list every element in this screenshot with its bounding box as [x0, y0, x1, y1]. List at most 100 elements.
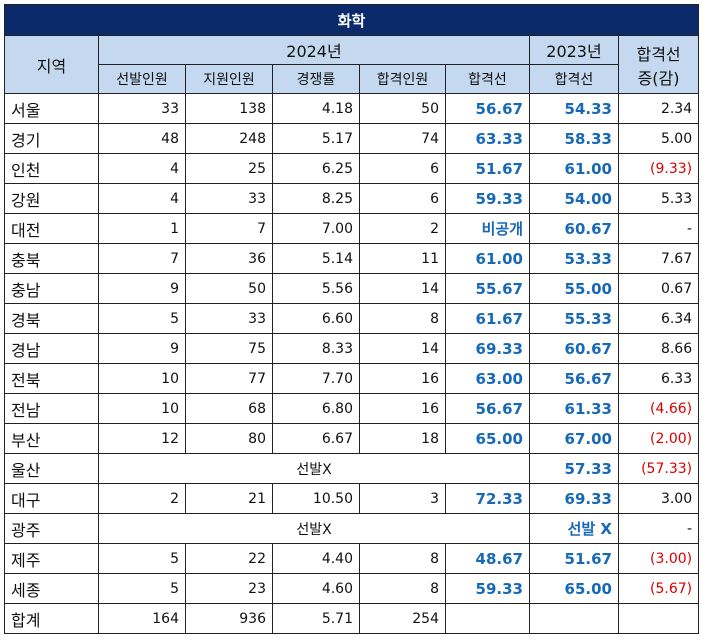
competition-rate-cell: 6.80 [272, 393, 360, 424]
cutoff-change-cell: (2.00) [617, 423, 700, 454]
region-cell: 경북 [4, 303, 99, 334]
total-row: 합계 164 936 5.71 254 [4, 603, 700, 634]
selected-count-cell: 10 [98, 363, 186, 394]
cutoff-2024-cell: 61.00 [445, 243, 530, 274]
table-row: 서울 33 138 4.18 50 56.67 54.33 2.34 [4, 93, 700, 124]
cutoff-change-cell: 8.66 [617, 333, 700, 364]
cutoff-change-cell: 6.34 [617, 303, 700, 334]
passed-count-cell: 3 [359, 483, 446, 514]
cutoff-2023-cell: 69.33 [529, 483, 619, 514]
region-cell: 대구 [4, 483, 99, 514]
cutoff-2024-cell: 69.33 [445, 333, 530, 364]
passed-count-cell: 8 [359, 303, 446, 334]
cutoff-2024-cell: 59.33 [445, 573, 530, 604]
applicant-count-cell: 23 [185, 573, 273, 604]
cutoff-change-cell: (5.67) [617, 573, 700, 604]
selected-count-cell: 33 [98, 93, 186, 124]
table-row: 광주 선발X 선발 X- [4, 513, 700, 544]
passed-count-cell: 16 [359, 393, 446, 424]
region-cell: 울산 [4, 453, 99, 484]
competition-rate-cell: 4.60 [272, 573, 360, 604]
competition-rate-cell: 4.18 [272, 93, 360, 124]
header-cutoff-2023: 합격선 [529, 64, 619, 94]
cutoff-change-cell: (4.66) [617, 393, 700, 424]
cutoff-change-cell: 2.34 [617, 93, 700, 124]
cutoff-change-cell: 0.67 [617, 273, 700, 304]
cutoff-change-cell: 5.00 [617, 123, 700, 154]
selected-count-cell: 5 [98, 303, 186, 334]
applicant-count-cell: 21 [185, 483, 273, 514]
passed-count-cell: 18 [359, 423, 446, 454]
cutoff-2023-cell: 61.33 [529, 393, 619, 424]
cutoff-change-cell: 7.67 [617, 243, 700, 274]
table-row: 대구 2 21 10.50 3 72.33 69.33 3.00 [4, 483, 700, 514]
selected-count-cell: 5 [98, 543, 186, 574]
cutoff-change-cell: (3.00) [617, 543, 700, 574]
cutoff-2024-cell: 65.00 [445, 423, 530, 454]
cutoff-change-cell: 3.00 [617, 483, 700, 514]
region-cell: 인천 [4, 153, 99, 184]
competition-rate-cell: 5.17 [272, 123, 360, 154]
table-row: 경남 9 75 8.33 14 69.33 60.67 8.66 [4, 333, 700, 364]
cutoff-2023-cell: 54.33 [529, 93, 619, 124]
cutoff-2023-cell: 55.33 [529, 303, 619, 334]
cutoff-2023-cell: 선발 X [529, 513, 619, 544]
cutoff-2024-cell: 비공개 [445, 213, 530, 244]
header-year-2024: 2024년 [98, 35, 530, 65]
passed-count-cell: 254 [359, 603, 446, 634]
competition-rate-cell: 5.71 [272, 603, 360, 634]
selected-count-cell: 12 [98, 423, 186, 454]
table-row: 전북 10 77 7.70 16 63.00 56.67 6.33 [4, 363, 700, 394]
cutoff-2023-cell: 58.33 [529, 123, 619, 154]
competition-rate-cell: 8.33 [272, 333, 360, 364]
cutoff-2024-cell: 56.67 [445, 93, 530, 124]
table-row: 충북 7 36 5.14 11 61.00 53.33 7.67 [4, 243, 700, 274]
cutoff-change-cell: 5.33 [617, 183, 700, 214]
selected-count-cell: 9 [98, 333, 186, 364]
cutoff-2024-cell: 48.67 [445, 543, 530, 574]
passed-count-cell: 74 [359, 123, 446, 154]
selected-count-cell: 9 [98, 273, 186, 304]
passed-count-cell: 14 [359, 333, 446, 364]
applicant-count-cell: 22 [185, 543, 273, 574]
passed-count-cell: 14 [359, 273, 446, 304]
competition-rate-cell: 6.25 [272, 153, 360, 184]
cutoff-change-cell: (57.33) [617, 453, 700, 484]
cutoff-2023-cell: 55.00 [529, 273, 619, 304]
selected-count-cell: 5 [98, 573, 186, 604]
cutoff-change-cell: - [617, 513, 700, 544]
applicant-count-cell: 33 [185, 303, 273, 334]
region-cell: 전남 [4, 393, 99, 424]
cutoff-2023-cell: 51.67 [529, 543, 619, 574]
passed-count-cell: 8 [359, 573, 446, 604]
header-cutoff-2024: 합격선 [445, 64, 530, 94]
cutoff-2023-cell [529, 603, 619, 634]
table-row: 울산 선발X 57.33 (57.33) [4, 453, 700, 484]
applicant-count-cell: 75 [185, 333, 273, 364]
header-cutoff-change-line1: 합격선 [636, 44, 681, 64]
chemistry-cutoff-table: 화학 지역 2024년 2023년 합격선 증(감) 선발인원 지원인원 경쟁률… [3, 4, 700, 634]
region-cell: 광주 [4, 513, 99, 544]
region-cell: 대전 [4, 213, 99, 244]
cutoff-2023-cell: 53.33 [529, 243, 619, 274]
table-row: 인천 4 25 6.25 6 51.67 61.00 (9.33) [4, 153, 700, 184]
passed-count-cell: 6 [359, 153, 446, 184]
region-cell: 전북 [4, 363, 99, 394]
cutoff-2023-cell: 60.67 [529, 333, 619, 364]
competition-rate-cell: 7.70 [272, 363, 360, 394]
header-cutoff-change-line2: 증(감) [637, 68, 680, 88]
passed-count-cell: 11 [359, 243, 446, 274]
region-cell: 경기 [4, 123, 99, 154]
competition-rate-cell: 5.14 [272, 243, 360, 274]
cutoff-2023-cell: 60.67 [529, 213, 619, 244]
header-year-2023: 2023년 [529, 35, 619, 65]
cutoff-2023-cell: 61.00 [529, 153, 619, 184]
passed-count-cell: 50 [359, 93, 446, 124]
cutoff-2024-cell: 72.33 [445, 483, 530, 514]
cutoff-2024-cell: 51.67 [445, 153, 530, 184]
passed-count-cell: 16 [359, 363, 446, 394]
selected-count-cell: 4 [98, 183, 186, 214]
header-cutoff-change: 합격선 증(감) [617, 35, 700, 94]
cutoff-change-cell: 6.33 [617, 363, 700, 394]
not-selected-cell: 선발X [98, 453, 530, 484]
